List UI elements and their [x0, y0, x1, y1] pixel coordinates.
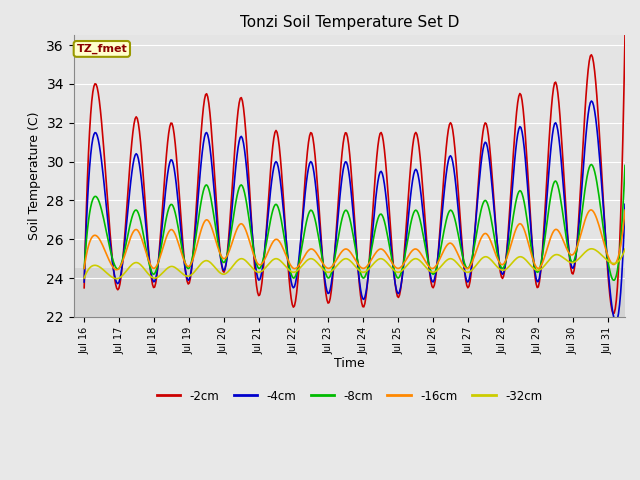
X-axis label: Time: Time	[334, 357, 365, 370]
Bar	[74, 36, 625, 268]
Legend: -2cm, -4cm, -8cm, -16cm, -32cm: -2cm, -4cm, -8cm, -16cm, -32cm	[152, 385, 547, 407]
Text: TZ_fmet: TZ_fmet	[76, 44, 127, 54]
Y-axis label: Soil Temperature (C): Soil Temperature (C)	[28, 112, 41, 240]
Title: Tonzi Soil Temperature Set D: Tonzi Soil Temperature Set D	[239, 15, 459, 30]
